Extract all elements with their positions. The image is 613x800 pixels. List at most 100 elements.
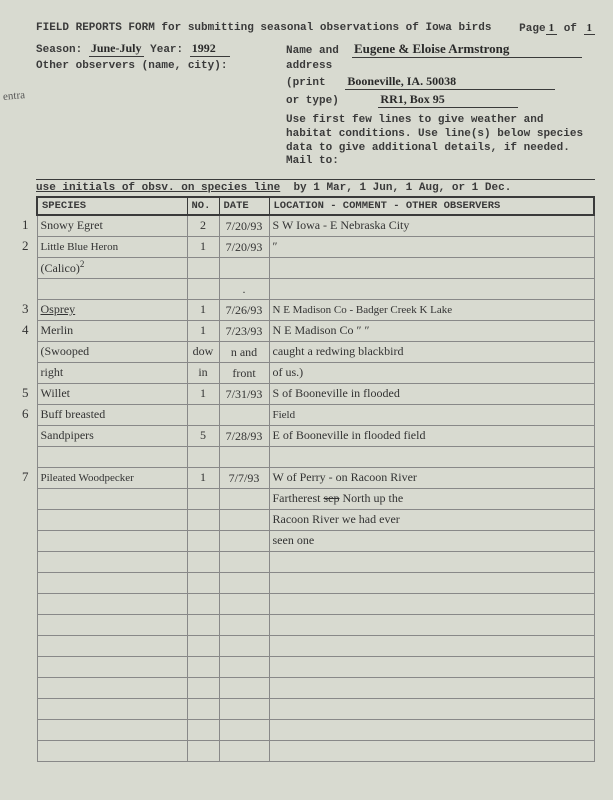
margin-note: entra [3,89,26,103]
name-label: Name and [286,45,339,57]
table-header-row: SPECIES NO. DATE LOCATION - COMMENT - OT… [37,197,594,215]
cell-location [269,572,594,593]
cell-no [187,530,219,551]
cell-species [37,551,187,572]
row-number: 3 [22,301,29,317]
cell-location [269,551,594,572]
cell-species: Snowy Egret [37,215,187,236]
cell-no [187,257,219,278]
page-counter: Page1 of 1 [519,22,595,35]
cell-location: ″ [269,236,594,257]
cell-species [37,278,187,299]
table-row: . [37,278,594,299]
table-row: Racoon River we had ever [37,509,594,530]
cell-location [269,446,594,467]
cell-no [187,698,219,719]
cell-no [187,404,219,425]
table-row: Sandpipers57/28/93E of Booneville in flo… [37,425,594,446]
cell-no: in [187,362,219,383]
table-row [37,551,594,572]
form-title: FIELD REPORTS FORM for submitting season… [36,22,491,35]
cell-date [219,257,269,278]
cell-location: caught a redwing blackbird [269,341,594,362]
cell-species: right [37,362,187,383]
address-line2: RR1, Box 95 [378,92,518,108]
cell-no [187,488,219,509]
table-row [37,719,594,740]
cell-location: E of Booneville in flooded field [269,425,594,446]
table-row: Little Blue Heron17/20/93″ [37,236,594,257]
cell-location [269,698,594,719]
cell-no [187,719,219,740]
row-number: 1 [22,217,29,233]
table-row: (Swoopeddown andcaught a redwing blackbi… [37,341,594,362]
cell-species [37,446,187,467]
table-row: rightinfrontof us.) [37,362,594,383]
table-row: Merlin17/23/93N E Madison Co ″ ″ [37,320,594,341]
cell-no: 1 [187,320,219,341]
year-label: Year: [150,44,183,56]
table-row [37,635,594,656]
cell-date [219,488,269,509]
row-number: 7 [22,469,29,485]
cell-date [219,572,269,593]
cell-no [187,677,219,698]
cell-no [187,509,219,530]
cell-date [219,530,269,551]
sub-instruction-right: by 1 Mar, 1 Jun, 1 Aug, or 1 Dec. [293,182,511,194]
cell-date: 7/26/93 [219,299,269,320]
cell-location [269,278,594,299]
cell-date [219,446,269,467]
cell-location [269,677,594,698]
table-row [37,572,594,593]
cell-no [187,572,219,593]
season-value: June-July [89,41,144,57]
cell-species: Merlin [37,320,187,341]
cell-species [37,572,187,593]
cell-location: N E Madison Co ″ ″ [269,320,594,341]
cell-date: 7/20/93 [219,215,269,236]
cell-no [187,740,219,761]
cell-location [269,656,594,677]
print-label: (print [286,77,326,89]
cell-species [37,488,187,509]
row-number: 5 [22,385,29,401]
page-current: 1 [546,22,558,35]
cell-date: 7/20/93 [219,236,269,257]
cell-date [219,719,269,740]
cell-no [187,278,219,299]
cell-date: 7/28/93 [219,425,269,446]
cell-date: 7/7/93 [219,467,269,488]
cell-no [187,614,219,635]
cell-no [187,551,219,572]
cell-date [219,551,269,572]
cell-species [37,509,187,530]
cell-location: W of Perry - on Racoon River [269,467,594,488]
cell-date [219,698,269,719]
cell-date [219,509,269,530]
table-row [37,593,594,614]
cell-species [37,530,187,551]
col-date: DATE [219,197,269,215]
page-label: Page [519,23,545,35]
cell-location: of us.) [269,362,594,383]
row-number: 2 [22,238,29,254]
cell-species: Willet [37,383,187,404]
cell-species: (Swooped [37,341,187,362]
cell-no [187,593,219,614]
cell-location [269,740,594,761]
page-of: of [564,23,577,35]
cell-location: S of Booneville in flooded [269,383,594,404]
table-row: Osprey17/26/93N E Madison Co - Badger Cr… [37,299,594,320]
cell-no: 5 [187,425,219,446]
cell-date [219,593,269,614]
cell-species: Little Blue Heron [37,236,187,257]
cell-species: Osprey [37,299,187,320]
cell-no [187,446,219,467]
address-label: address [286,60,332,72]
divider [36,179,595,180]
year-value: 1992 [190,41,230,57]
cell-species: Buff breasted [37,404,187,425]
cell-species: Sandpipers [37,425,187,446]
cell-no: dow [187,341,219,362]
